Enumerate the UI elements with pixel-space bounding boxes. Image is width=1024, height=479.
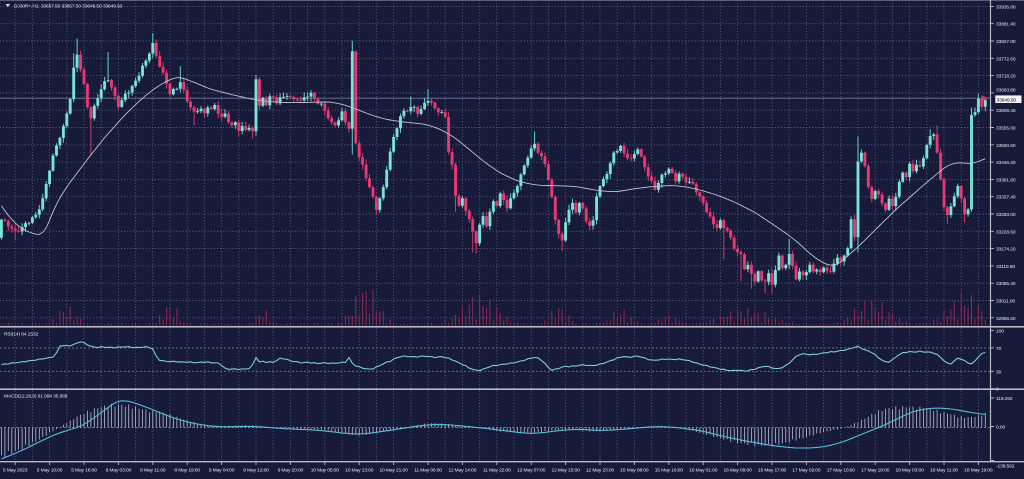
svg-text:11 May 22:00: 11 May 22:00 <box>483 468 511 474</box>
svg-text:33011.00: 33011.00 <box>996 299 1015 305</box>
svg-text:9 May 04:00: 9 May 04:00 <box>209 468 235 474</box>
svg-text:17 May 18:00: 17 May 18:00 <box>861 468 890 474</box>
svg-text:0.00: 0.00 <box>996 425 1005 431</box>
svg-text:MACD(12,26,9) 61.994 35.889: MACD(12,26,9) 61.994 35.889 <box>4 393 68 399</box>
svg-text:0: 0 <box>996 387 999 393</box>
svg-text:33609.40: 33609.40 <box>996 108 1016 114</box>
svg-text:5 May 18:00: 5 May 18:00 <box>71 468 97 474</box>
svg-text:30: 30 <box>996 369 1002 375</box>
svg-text:33649.50: 33649.50 <box>997 97 1017 103</box>
svg-text:33500.60: 33500.60 <box>996 143 1016 149</box>
svg-text:33718.20: 33718.20 <box>996 74 1016 80</box>
svg-text:33174.20: 33174.20 <box>996 247 1016 253</box>
svg-text:RSI(14) 64.1532: RSI(14) 64.1532 <box>4 331 38 337</box>
svg-text:9 May 12:00: 9 May 12:00 <box>243 468 269 474</box>
svg-text:5 May 10:00: 5 May 10:00 <box>37 468 63 474</box>
svg-text:33228.60: 33228.60 <box>996 229 1016 235</box>
svg-text:12 May 07:00: 12 May 07:00 <box>517 468 546 474</box>
svg-text:5 May 2023: 5 May 2023 <box>3 468 28 474</box>
svg-text:10 May 05:00: 10 May 05:00 <box>311 468 340 474</box>
svg-text:33881.40: 33881.40 <box>996 22 1016 28</box>
svg-text:12 May 15:00: 12 May 15:00 <box>551 468 580 474</box>
svg-text:18 May 19:00: 18 May 19:00 <box>964 468 993 474</box>
svg-text:33555.00: 33555.00 <box>996 126 1016 132</box>
svg-text:9 May 20:00: 9 May 20:00 <box>278 468 304 474</box>
svg-text:33446.20: 33446.20 <box>996 160 1016 166</box>
svg-text:119.292: 119.292 <box>996 396 1013 402</box>
svg-text:16 May 09:00: 16 May 09:00 <box>723 468 752 474</box>
svg-text:8 May 19:00: 8 May 19:00 <box>174 468 200 474</box>
svg-text:8 May 03:00: 8 May 03:00 <box>106 468 132 474</box>
svg-text:33119.80: 33119.80 <box>996 264 1015 270</box>
svg-text:33663.80: 33663.80 <box>996 87 1016 93</box>
svg-text:18 May 03:00: 18 May 03:00 <box>895 468 924 474</box>
svg-text:33065.40: 33065.40 <box>996 281 1016 287</box>
svg-text:18 May 11:00: 18 May 11:00 <box>930 468 958 474</box>
svg-text:15 May 16:00: 15 May 16:00 <box>655 468 684 474</box>
svg-text:10 May 13:00: 10 May 13:00 <box>345 468 374 474</box>
svg-text:10 May 21:00: 10 May 21:00 <box>379 468 408 474</box>
svg-text:16 May 17:00: 16 May 17:00 <box>758 468 787 474</box>
svg-text:33935.80: 33935.80 <box>996 4 1016 10</box>
svg-text:33283.00: 33283.00 <box>996 212 1016 218</box>
svg-text:16 May 01:00: 16 May 01:00 <box>689 468 718 474</box>
svg-text:15 May 08:00: 15 May 08:00 <box>620 468 649 474</box>
svg-text:33772.60: 33772.60 <box>996 56 1016 62</box>
svg-text:33337.40: 33337.40 <box>996 195 1016 201</box>
svg-text:8 May 11:00: 8 May 11:00 <box>140 468 166 474</box>
svg-text:17 May 10:00: 17 May 10:00 <box>827 468 856 474</box>
svg-text:11 May 14:00: 11 May 14:00 <box>448 468 476 474</box>
svg-text:33827.00: 33827.00 <box>996 39 1016 45</box>
svg-text:12 May 23:00: 12 May 23:00 <box>586 468 615 474</box>
svg-text:DJ30R+,H1: 33657.50 33657.50 3: DJ30R+,H1: 33657.50 33657.50 33649.50 33… <box>14 3 123 9</box>
svg-text:70: 70 <box>996 346 1002 352</box>
svg-text:100: 100 <box>996 328 1004 334</box>
svg-text:17 May 02:00: 17 May 02:00 <box>792 468 821 474</box>
svg-text:11 May 06:00: 11 May 06:00 <box>414 468 442 474</box>
svg-text:33391.80: 33391.80 <box>996 177 1016 183</box>
svg-text:32956.60: 32956.60 <box>996 316 1016 322</box>
svg-text:-138.562: -138.562 <box>996 463 1015 469</box>
